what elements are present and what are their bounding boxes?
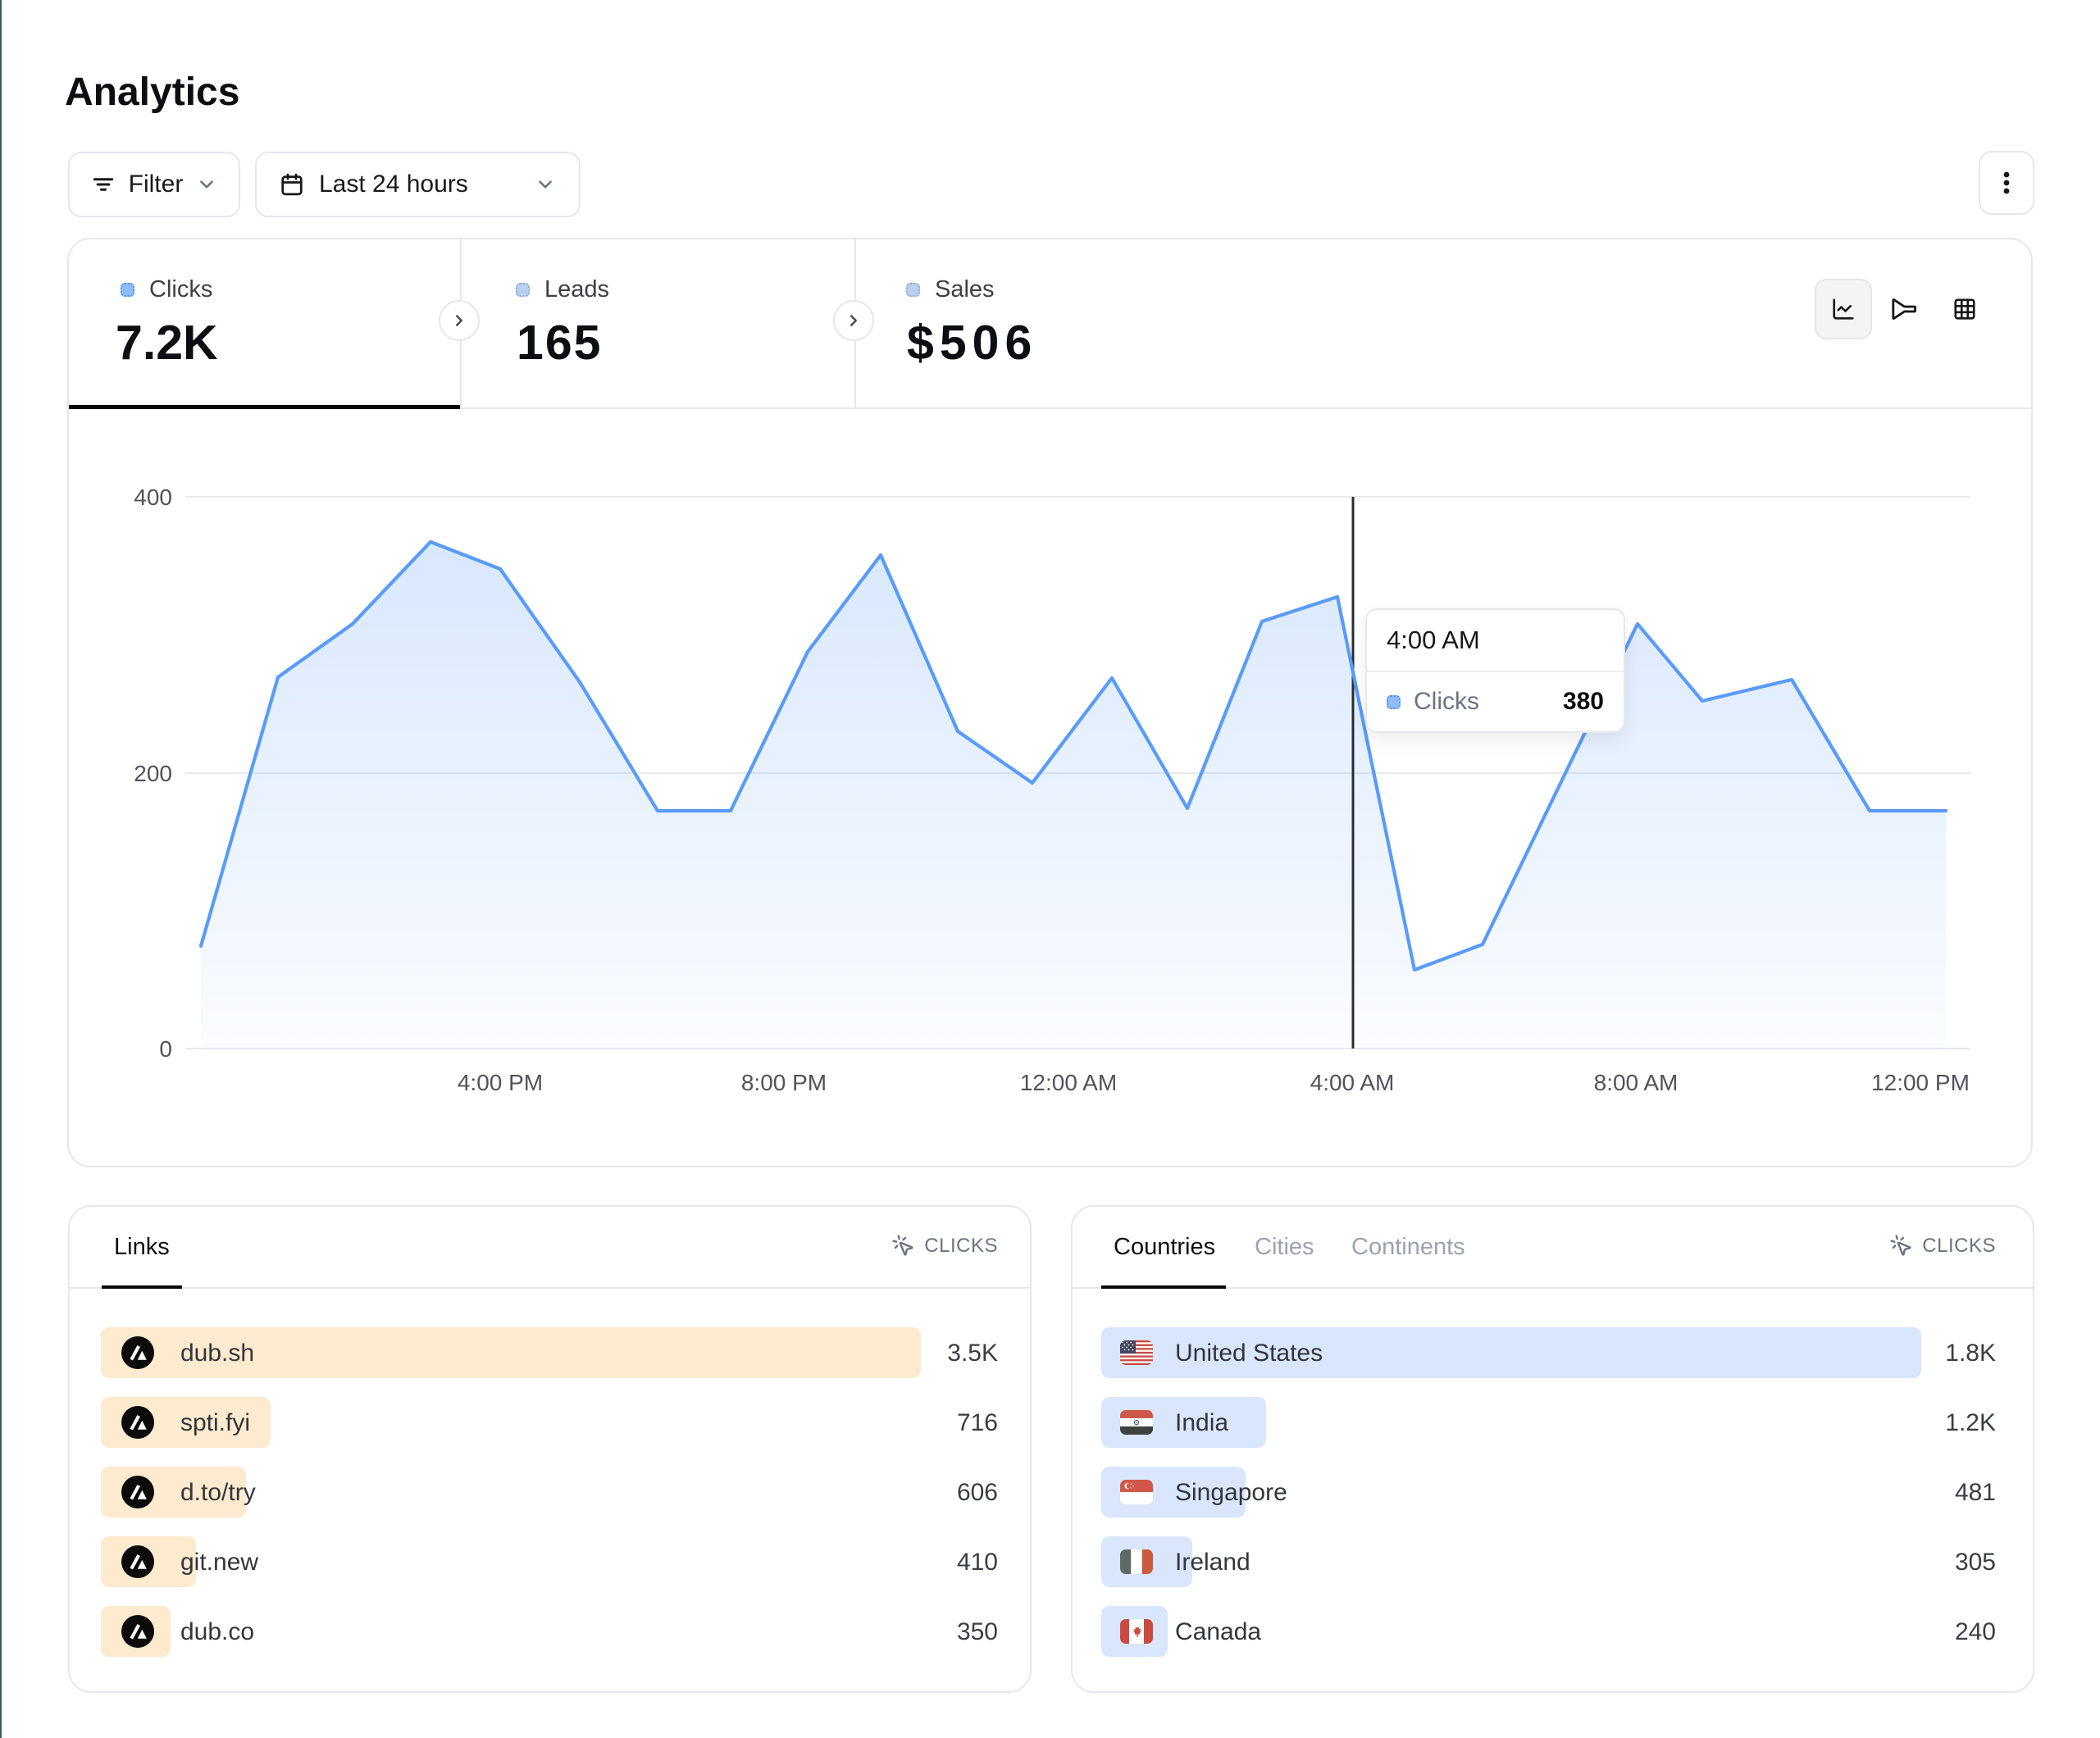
svg-text:12:00 AM: 12:00 AM	[1020, 1070, 1117, 1095]
svg-text:8:00 PM: 8:00 PM	[741, 1070, 827, 1095]
svg-text:0: 0	[159, 1036, 172, 1062]
svg-text:200: 200	[134, 761, 172, 786]
svg-text:4:00 PM: 4:00 PM	[458, 1070, 543, 1095]
svg-text:400: 400	[134, 485, 172, 510]
svg-text:8:00 AM: 8:00 AM	[1594, 1070, 1679, 1095]
svg-text:4:00 AM: 4:00 AM	[1310, 1070, 1395, 1095]
svg-text:12:00 PM: 12:00 PM	[1871, 1070, 1970, 1095]
